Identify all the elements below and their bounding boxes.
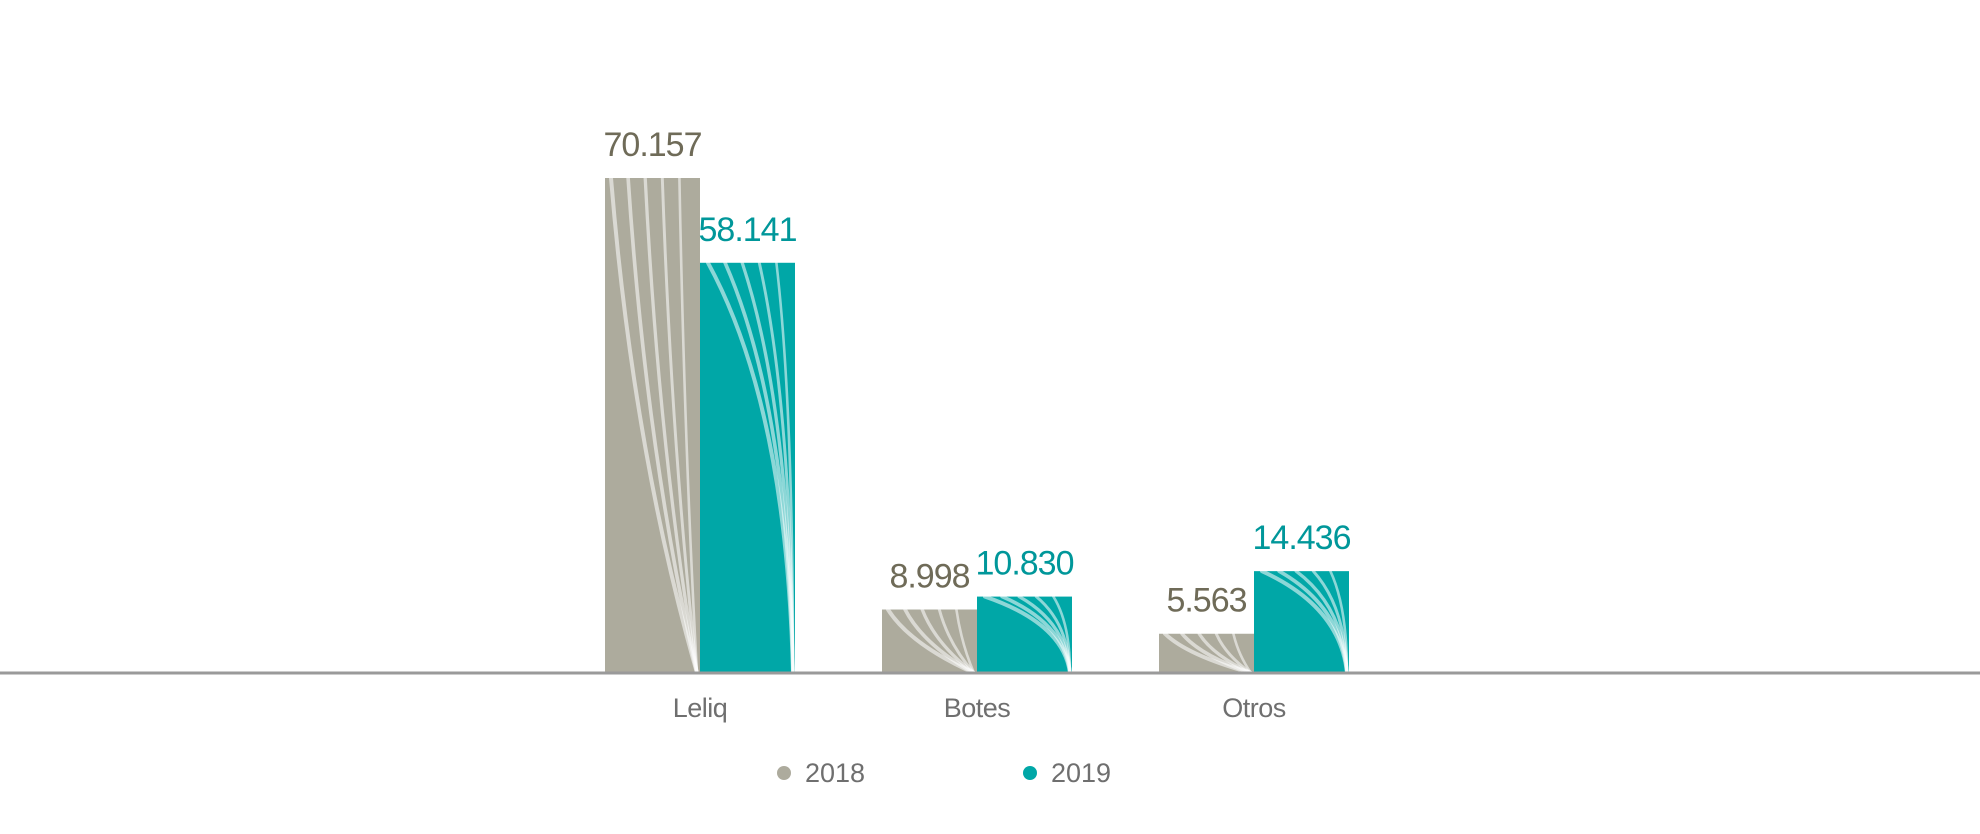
bar-stripe	[1329, 569, 1349, 675]
category-label-leliq: Leliq	[673, 693, 728, 723]
bar-stripe	[920, 607, 976, 675]
category-labels-layer: Leliq Botes Otros	[673, 693, 1287, 723]
legend-marker-2019	[1023, 766, 1037, 780]
value-label-leliq-2019: 58.141	[699, 211, 797, 249]
value-label-leliq-2018: 70.157	[604, 126, 702, 164]
value-label-otros-2019: 14.436	[1253, 519, 1351, 557]
bar-stripe	[1052, 595, 1072, 675]
bars-layer	[605, 176, 1349, 675]
category-label-otros: Otros	[1222, 693, 1286, 723]
bar-stripe	[609, 176, 699, 675]
bar-stripe	[955, 608, 976, 675]
bar-stripe	[1214, 632, 1253, 675]
legend: 2018 2019	[777, 758, 1111, 788]
bar-otros-2018	[1159, 631, 1254, 675]
bar-stripe	[937, 608, 976, 675]
bar-stripe	[643, 176, 699, 675]
legend-label-2019: 2019	[1051, 758, 1111, 788]
legend-item-2019: 2019	[1023, 758, 1111, 788]
value-label-botes-2019: 10.830	[976, 545, 1074, 583]
bar-stripe	[775, 261, 795, 675]
legend-label-2018: 2018	[805, 758, 865, 788]
bar-stripe	[1232, 632, 1253, 675]
bar-stripe	[660, 176, 699, 675]
bar-stripe	[678, 176, 699, 675]
value-label-otros-2018: 5.563	[1166, 582, 1246, 620]
bar-leliq-2018	[605, 176, 700, 675]
value-label-botes-2018: 8.998	[889, 558, 969, 596]
bar-leliq-2019	[700, 260, 795, 675]
legend-marker-2018	[777, 766, 791, 780]
legend-item-2018: 2018	[777, 758, 865, 788]
bar-otros-2019	[1254, 569, 1349, 675]
bar-botes-2018	[882, 607, 977, 675]
bar-botes-2019	[977, 594, 1072, 675]
bar-stripe	[626, 176, 699, 675]
category-label-botes: Botes	[944, 693, 1011, 723]
